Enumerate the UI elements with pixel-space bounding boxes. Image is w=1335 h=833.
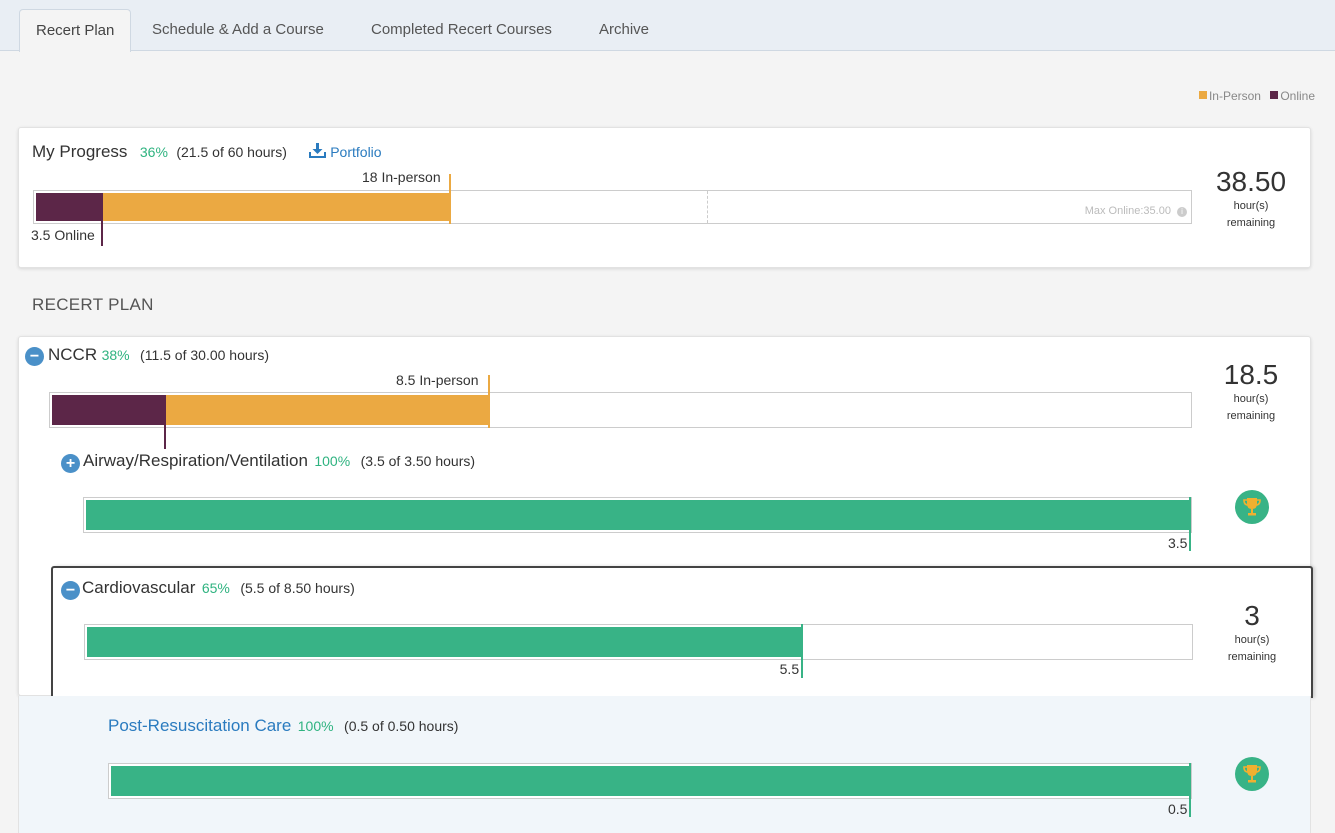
tab-bar: Recert Plan Schedule & Add a Course Comp…	[0, 0, 1335, 52]
tab-archive[interactable]: Archive	[599, 21, 650, 38]
chart-legend: In-Person Online	[1198, 89, 1315, 103]
progress-remaining-number: 38.50	[1215, 166, 1287, 197]
nccr-hours: (11.5 of 30.00 hours)	[140, 347, 269, 363]
my-progress-card: My Progress 36% (21.5 of 60 hours) Portf…	[18, 127, 1311, 268]
trophy-icon	[1235, 490, 1269, 524]
nccr-inperson-label: 8.5 In-person	[396, 372, 479, 388]
nccr-remaining-number: 18.5	[1223, 359, 1279, 390]
nccr-pct: 38%	[101, 347, 130, 363]
nccr-online-marker	[163, 424, 166, 449]
cardio-hours: (5.5 of 8.50 hours)	[240, 580, 355, 596]
postresus-bar	[108, 763, 1192, 799]
progress-header: My Progress 36% (21.5 of 60 hours) Portf…	[32, 142, 382, 162]
progress-online-segment	[36, 193, 104, 221]
progress-pct: 36%	[139, 144, 168, 160]
postresus-hours: (0.5 of 0.50 hours)	[344, 718, 459, 734]
max-online-note: Max Online:35.00 i	[1085, 205, 1187, 217]
progress-remaining-word: remaining	[1226, 217, 1276, 229]
online-swatch	[1270, 91, 1279, 99]
nccr-online-segment	[52, 395, 166, 425]
postresus-value-label: 0.5	[1168, 801, 1188, 817]
cardio-remaining-word: remaining	[1227, 651, 1277, 663]
legend-inperson: In-Person	[1208, 89, 1261, 103]
cardio-pct: 65%	[201, 580, 230, 596]
download-icon	[309, 143, 327, 158]
airway-marker	[1189, 497, 1191, 551]
airway-value-label: 3.5	[1168, 535, 1188, 551]
nccr-bar	[49, 392, 1192, 428]
tab-recert-plan[interactable]: Recert Plan	[19, 9, 132, 52]
progress-bar: Max Online:35.00 i	[33, 190, 1192, 224]
cardio-remaining-unit: hour(s)	[1234, 634, 1270, 646]
portfolio-link[interactable]: Portfolio	[309, 143, 382, 160]
tab-schedule-add-course[interactable]: Schedule & Add a Course	[152, 21, 324, 38]
airway-bar	[83, 497, 1192, 533]
cardio-remaining: 3 hour(s) remaining	[1207, 600, 1297, 666]
max-online-divider	[707, 191, 708, 223]
nccr-inperson-marker	[487, 375, 490, 428]
cardio-remaining-number: 3	[1244, 600, 1260, 631]
progress-online-label: 3.5 Online	[31, 227, 95, 243]
max-online-label: Max Online:35.00	[1084, 205, 1171, 217]
nccr-remaining-word: remaining	[1226, 410, 1276, 422]
progress-remaining-unit: hour(s)	[1233, 200, 1269, 212]
postresus-marker	[1189, 763, 1191, 817]
airway-hours: (3.5 of 3.50 hours)	[360, 453, 476, 469]
airway-header: Airway/Respiration/Ventilation 100% (3.5…	[83, 451, 475, 471]
cardio-header: Cardiovascular 65% (5.5 of 8.50 hours)	[82, 578, 355, 598]
cardio-marker	[800, 624, 803, 678]
airway-title: Airway/Respiration/Ventilation	[83, 451, 308, 470]
progress-hours: (21.5 of 60 hours)	[176, 144, 287, 160]
info-icon[interactable]: i	[1177, 207, 1187, 217]
cardio-value-label: 5.5	[779, 661, 800, 677]
airway-fill	[86, 500, 1189, 530]
cardiovascular-section[interactable]: − Cardiovascular 65% (5.5 of 8.50 hours)…	[51, 566, 1313, 698]
progress-inperson-marker	[449, 174, 452, 224]
nccr-header: NCCR 38% (11.5 of 30.00 hours)	[48, 345, 269, 365]
progress-inperson-segment	[103, 193, 450, 221]
postresus-fill	[111, 766, 1189, 796]
post-resuscitation-section: Post-Resuscitation Care 100% (0.5 of 0.5…	[18, 696, 1311, 833]
airway-pct: 100%	[314, 453, 351, 469]
postresus-header: Post-Resuscitation Care 100% (0.5 of 0.5…	[108, 716, 458, 736]
portfolio-label: Portfolio	[330, 144, 382, 160]
postresus-pct: 100%	[297, 718, 334, 734]
section-title: RECERT PLAN	[32, 295, 154, 314]
nccr-remaining: 18.5 hour(s) remaining	[1206, 359, 1296, 425]
cardio-fill	[87, 627, 801, 657]
cardio-bar	[84, 624, 1193, 660]
tab-completed-recert-courses[interactable]: Completed Recert Courses	[371, 21, 552, 38]
plus-circle-icon[interactable]: +	[61, 454, 80, 473]
legend-online: Online	[1280, 89, 1315, 103]
cardio-title: Cardiovascular	[82, 578, 196, 597]
progress-online-marker	[101, 220, 104, 246]
nccr-title: NCCR	[48, 345, 98, 364]
progress-inperson-label: 18 In-person	[362, 169, 441, 185]
postresus-title-link[interactable]: Post-Resuscitation Care	[108, 716, 292, 735]
trophy-icon	[1235, 757, 1269, 791]
minus-circle-icon[interactable]: −	[61, 581, 80, 600]
inperson-swatch	[1198, 91, 1207, 99]
minus-circle-icon[interactable]: −	[25, 347, 44, 366]
progress-title: My Progress	[32, 142, 128, 161]
progress-remaining: 38.50 hour(s) remaining	[1206, 166, 1296, 232]
nccr-remaining-unit: hour(s)	[1233, 393, 1269, 405]
nccr-inperson-segment	[165, 395, 488, 425]
